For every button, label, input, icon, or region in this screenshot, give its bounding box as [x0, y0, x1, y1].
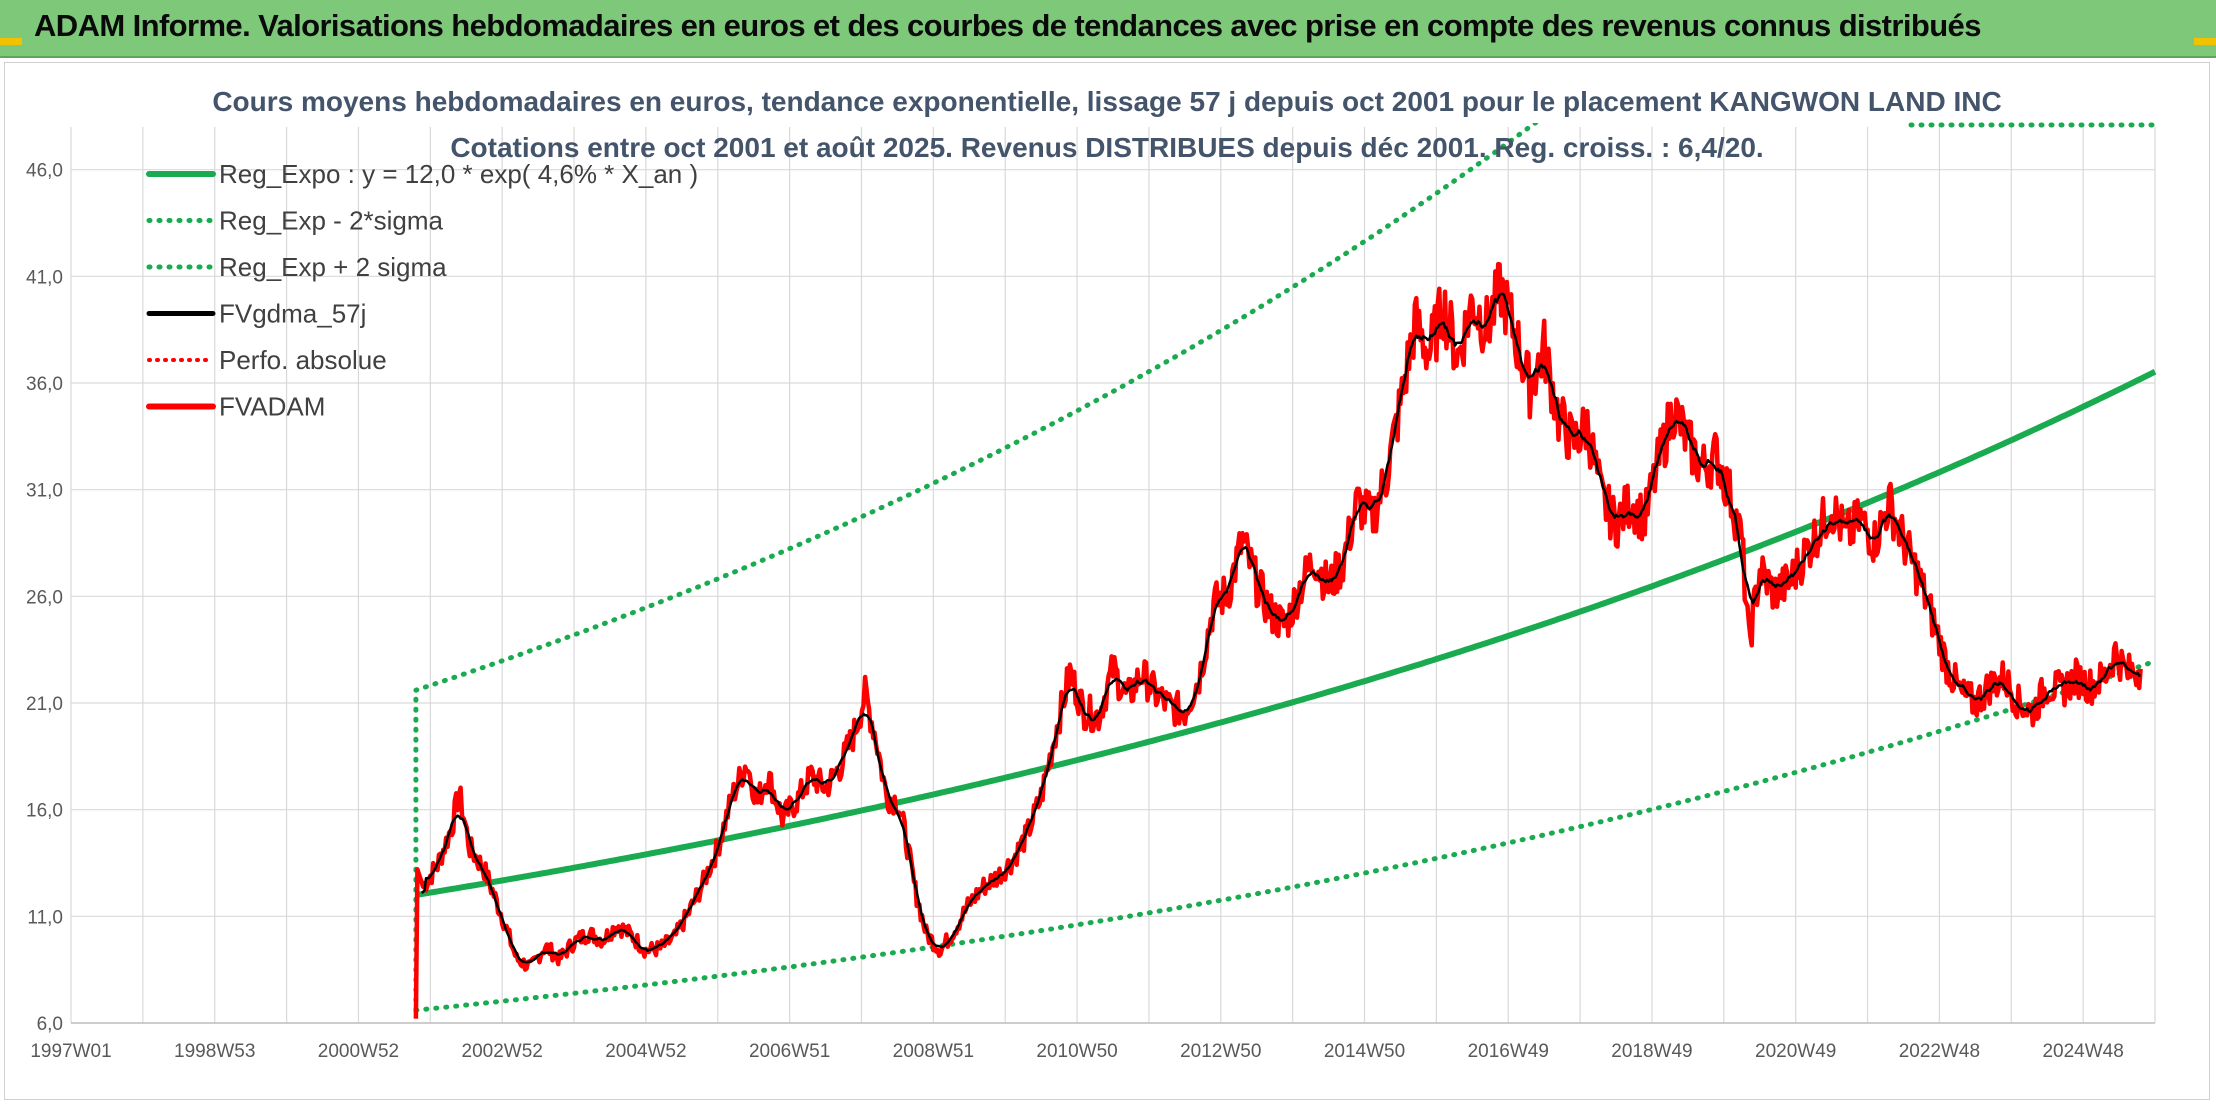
y-tick-label: 6,0 — [37, 1014, 63, 1035]
legend-label: FVgdma_57j — [219, 299, 366, 329]
series-fvadam — [413, 261, 2143, 1019]
y-tick-label: 46,0 — [26, 161, 63, 182]
report-title: ADAM Informe. Valorisations hebdomadaire… — [34, 8, 1981, 43]
corner-marker-right — [2194, 38, 2216, 45]
x-tick-label: 1997W01 — [30, 1041, 111, 1062]
x-tick-label: 1998W53 — [174, 1041, 255, 1062]
legend: Reg_Expo : y = 12,0 * exp( 4,6% * X_an )… — [146, 159, 698, 422]
x-tick-label: 2008W51 — [893, 1041, 974, 1062]
chart-title-line2: Cotations entre oct 2001 et août 2025. R… — [450, 132, 1763, 163]
legend-label: Reg_Exp + 2 sigma — [219, 252, 447, 282]
legend-label: Reg_Exp - 2*sigma — [219, 206, 444, 236]
chart-frame: 6,0 11,0 16,0 21,0 26,0 31,0 36,0 41,0 46,0 1997… — [4, 62, 2210, 1100]
x-tick-label: 2022W48 — [1899, 1041, 1980, 1062]
y-tick-label: 11,0 — [27, 907, 63, 928]
price-chart: 6,0 11,0 16,0 21,0 26,0 31,0 36,0 41,0 46,0 1997… — [26, 86, 2158, 1062]
x-tick-label: 2016W49 — [1468, 1041, 1549, 1062]
legend-label: FVADAM — [219, 392, 325, 422]
series-fvgdma-57j — [421, 292, 2141, 964]
series-reg-exp-minus-2sigma — [413, 658, 2158, 1013]
legend-label: Reg_Expo : y = 12,0 * exp( 4,6% * X_an ) — [219, 159, 698, 189]
y-axis-ticks: 6,0 11,0 16,0 21,0 26,0 31,0 36,0 41,0 46,0 — [26, 161, 63, 1035]
x-tick-label: 2012W50 — [1180, 1041, 1261, 1062]
x-tick-label: 2002W52 — [462, 1041, 543, 1062]
y-tick-label: 16,0 — [26, 801, 63, 822]
series-layer — [413, 122, 2158, 1019]
x-tick-label: 2014W50 — [1324, 1041, 1405, 1062]
y-tick-label: 36,0 — [26, 374, 63, 395]
report-banner: ADAM Informe. Valorisations hebdomadaire… — [0, 0, 2216, 58]
x-axis-ticks: 1997W01 1998W53 2000W52 2002W52 2004W52 2006W… — [30, 1041, 2123, 1062]
x-tick-label: 2004W52 — [605, 1041, 686, 1062]
chart-title-line1: Cours moyens hebdomadaires en euros, ten… — [212, 86, 2001, 117]
series-reg-expo — [415, 369, 2157, 898]
corner-marker-left — [0, 38, 22, 45]
y-tick-label: 26,0 — [26, 587, 63, 608]
y-tick-label: 21,0 — [26, 694, 63, 715]
x-tick-label: 2024W48 — [2042, 1041, 2123, 1062]
y-tick-label: 41,0 — [26, 267, 63, 288]
x-tick-label: 2020W49 — [1755, 1041, 1836, 1062]
x-tick-label: 2000W52 — [318, 1041, 399, 1062]
x-tick-label: 2006W51 — [749, 1041, 830, 1062]
y-tick-label: 31,0 — [26, 481, 63, 502]
x-tick-label: 2010W50 — [1036, 1041, 1117, 1062]
x-tick-label: 2018W49 — [1611, 1041, 1692, 1062]
legend-label: Perfo. absolue — [219, 345, 387, 375]
